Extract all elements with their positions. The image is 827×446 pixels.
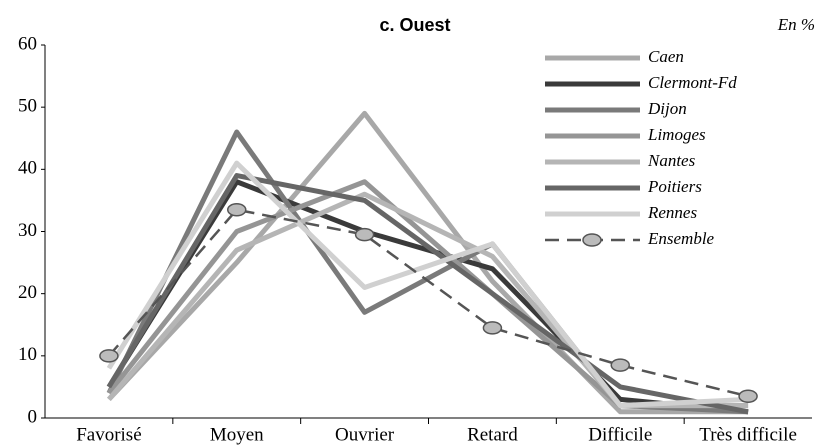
- series-line: [106, 160, 749, 409]
- y-tick-label: 50: [18, 96, 37, 117]
- y-tick-label: 40: [18, 158, 37, 179]
- legend-label: Nantes: [647, 151, 696, 170]
- x-tick-label: Moyen: [210, 424, 264, 445]
- y-tick-label: 20: [18, 282, 37, 303]
- series-line: [107, 208, 749, 398]
- series-marker: [99, 349, 119, 363]
- legend-label: Rennes: [647, 203, 697, 222]
- legend-label: Poitiers: [647, 177, 702, 196]
- series-marker: [610, 358, 630, 372]
- x-tick-label: Favorisé: [76, 424, 141, 445]
- series-marker: [482, 321, 503, 335]
- legend-label: Dijon: [647, 99, 687, 118]
- legend-label: Clermont-Fd: [648, 73, 737, 92]
- series-marker: [354, 227, 375, 242]
- unit-annotation: En %: [777, 15, 815, 34]
- series-marker: [227, 202, 247, 217]
- legend-label: Ensemble: [647, 229, 715, 248]
- x-tick-label: Difficile: [588, 424, 652, 445]
- y-tick-label: 60: [18, 33, 37, 54]
- legend-marker: [582, 233, 602, 247]
- y-tick-label: 10: [18, 344, 37, 365]
- legend-label: Caen: [648, 47, 684, 66]
- x-tick-label: Ouvrier: [335, 424, 395, 445]
- x-tick-label: Retard: [467, 424, 518, 445]
- x-tick-label: Très difficile: [699, 424, 797, 445]
- chart-title: c. Ouest: [379, 15, 450, 35]
- series-line: [106, 173, 749, 415]
- series-marker: [738, 389, 758, 403]
- y-tick-label: 30: [18, 220, 37, 241]
- series-line: [106, 179, 749, 415]
- series-line: [107, 110, 749, 415]
- legend-label: Limoges: [647, 125, 706, 144]
- y-tick-label: 0: [28, 406, 38, 427]
